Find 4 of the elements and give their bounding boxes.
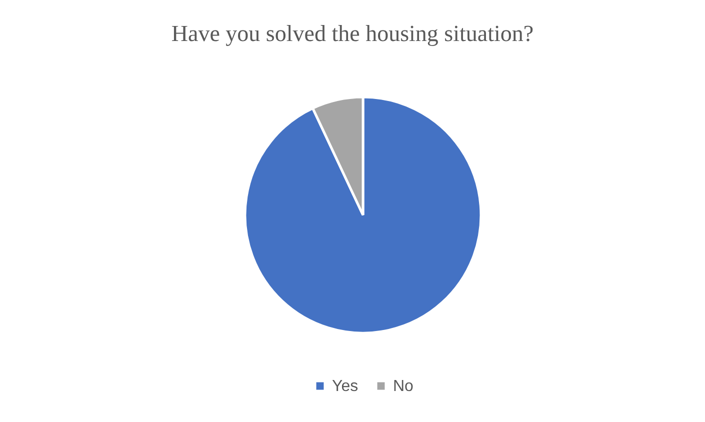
legend-label: No [393, 378, 414, 395]
pie-slice [244, 96, 482, 334]
legend-label: Yes [332, 378, 358, 395]
chart-title: Have you solved the housing situation? [171, 21, 534, 46]
